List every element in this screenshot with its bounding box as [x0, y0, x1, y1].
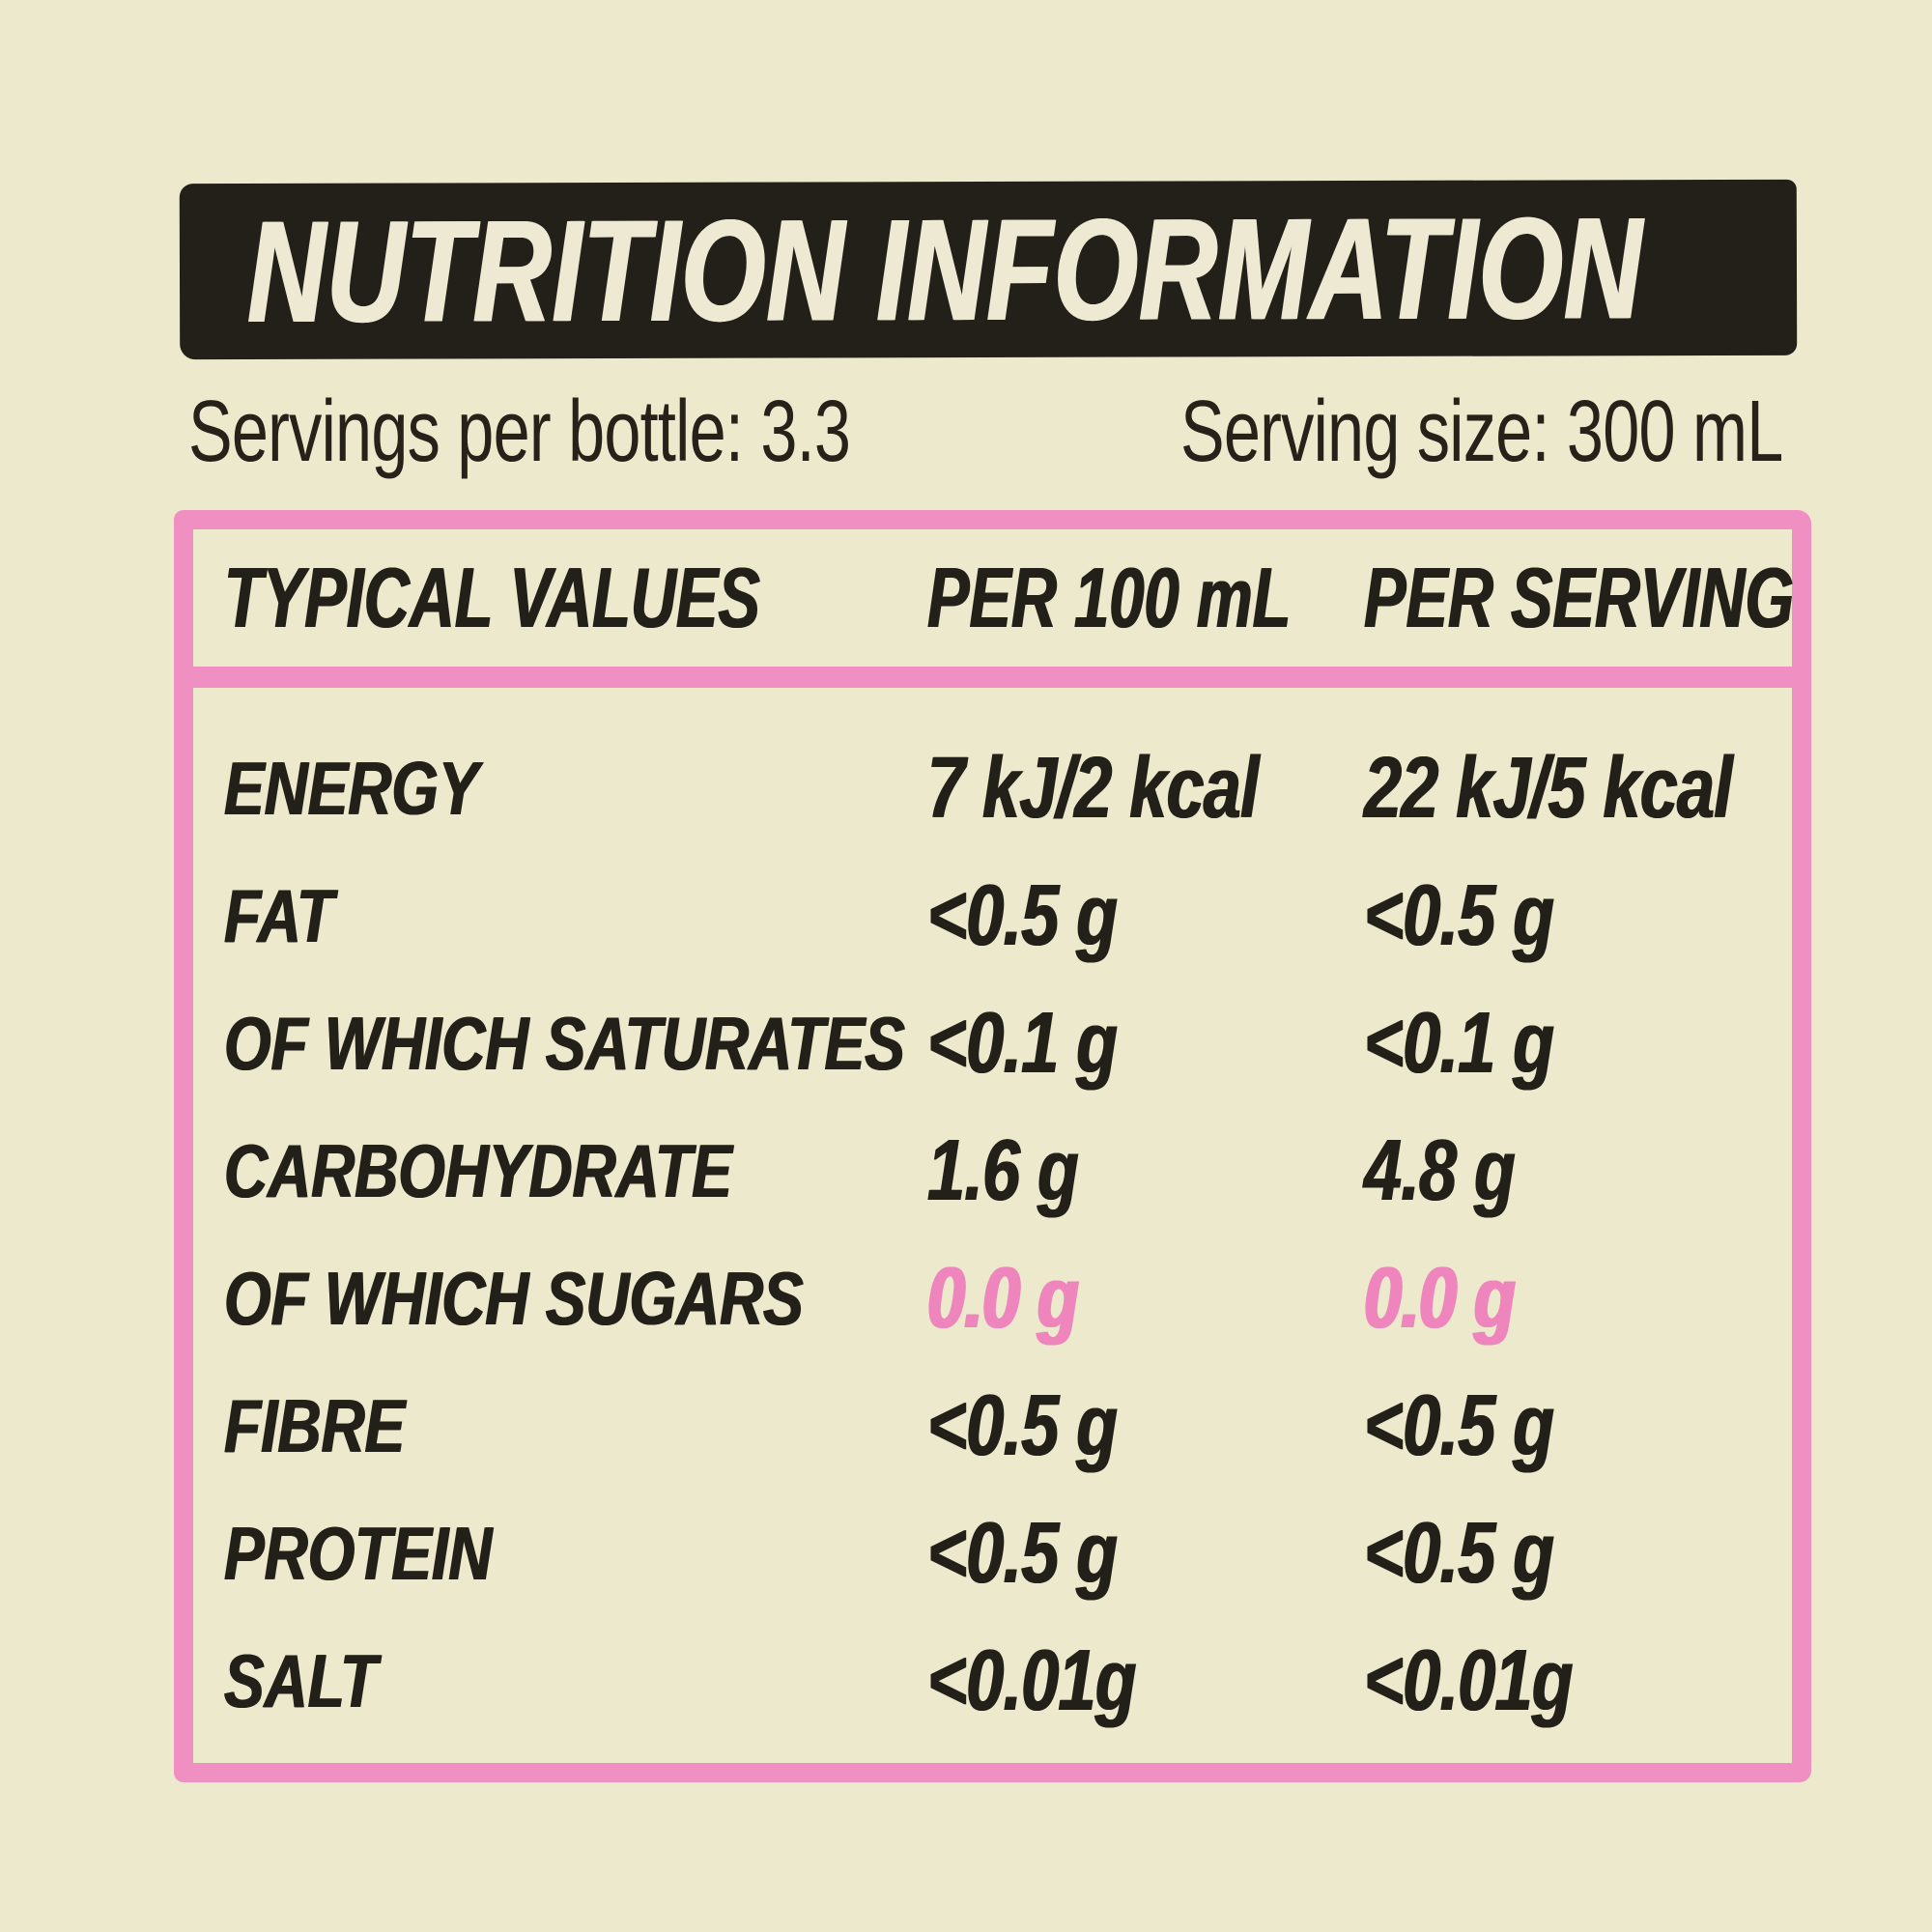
- page-title: NUTRITION INFORMATION: [246, 186, 1643, 354]
- value-per-serving: <0.5 g: [1364, 1378, 1554, 1474]
- value-per-serving: <0.1 g: [1364, 995, 1554, 1092]
- title-banner: NUTRITION INFORMATION: [179, 179, 1798, 360]
- col-header-per-serving: PER SERVING: [1364, 550, 1795, 645]
- servings-line: Servings per bottle: 3.3 Serving size: 3…: [188, 388, 1932, 475]
- table-row-sugars: OF WHICH SUGARS 0.0 g 0.0 g: [224, 1235, 1792, 1362]
- value-per-100ml: <0.1 g: [927, 995, 1118, 1092]
- value-per-100ml: <0.5 g: [927, 867, 1118, 964]
- value-per-100ml: 0.0 g: [927, 1250, 1079, 1347]
- value-per-serving: 4.8 g: [1364, 1122, 1516, 1219]
- row-label: OF WHICH SATURATES: [224, 1001, 905, 1086]
- table-row-saturates: OF WHICH SATURATES <0.1 g <0.1 g: [224, 980, 1792, 1107]
- table-row-protein: PROTEIN <0.5 g <0.5 g: [224, 1490, 1792, 1617]
- nutrition-table: TYPICAL VALUES PER 100 mL PER SERVING EN…: [174, 510, 1811, 1782]
- value-per-serving: 0.0 g: [1364, 1250, 1516, 1347]
- table-row-salt: SALT <0.01g <0.01g: [224, 1617, 1792, 1745]
- table-row-energy: ENERGY 7 kJ/2 kcal 22 kJ/5 kcal: [224, 724, 1792, 852]
- table-row-fat: FAT <0.5 g <0.5 g: [224, 852, 1792, 980]
- value-per-100ml: <0.5 g: [927, 1505, 1118, 1602]
- row-label: ENERGY: [224, 746, 479, 831]
- value-per-100ml: 7 kJ/2 kcal: [927, 740, 1260, 837]
- value-per-100ml: <0.01g: [927, 1633, 1137, 1729]
- value-per-serving: <0.5 g: [1364, 867, 1554, 964]
- value-per-serving: <0.5 g: [1364, 1505, 1554, 1602]
- servings-per-bottle: Servings per bottle: 3.3: [188, 384, 851, 480]
- table-header-row: TYPICAL VALUES PER 100 mL PER SERVING: [193, 529, 1795, 688]
- value-per-serving: <0.01g: [1364, 1633, 1574, 1729]
- value-per-100ml: 1.6 g: [927, 1122, 1079, 1219]
- row-label: SALT: [224, 1638, 378, 1723]
- value-per-serving: 22 kJ/5 kcal: [1364, 740, 1733, 837]
- serving-size: Serving size: 300 mL: [1179, 384, 1783, 480]
- table-row-carbohydrate: CARBOHYDRATE 1.6 g 4.8 g: [224, 1107, 1792, 1235]
- table-body: ENERGY 7 kJ/2 kcal 22 kJ/5 kcal FAT <0.5…: [193, 688, 1792, 1745]
- row-label: FIBRE: [224, 1383, 406, 1468]
- col-header-per-100ml: PER 100 mL: [927, 550, 1292, 645]
- table-row-fibre: FIBRE <0.5 g <0.5 g: [224, 1362, 1792, 1490]
- row-label: FAT: [224, 873, 334, 958]
- col-header-typical-values: TYPICAL VALUES: [224, 550, 760, 645]
- value-per-100ml: <0.5 g: [927, 1378, 1118, 1474]
- row-label: OF WHICH SUGARS: [224, 1256, 804, 1341]
- row-label: PROTEIN: [224, 1511, 493, 1596]
- row-label: CARBOHYDRATE: [224, 1128, 732, 1213]
